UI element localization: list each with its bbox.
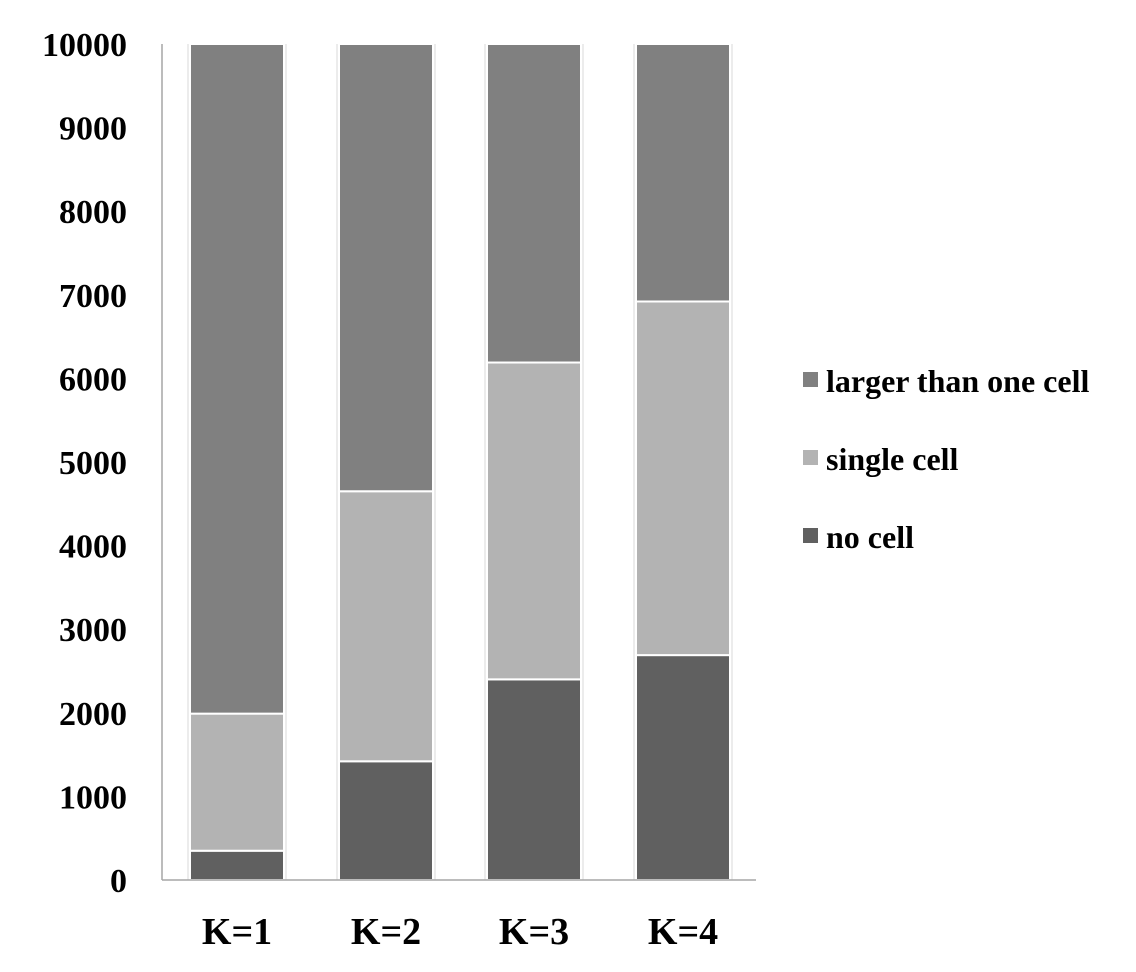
legend-swatch [803,450,818,465]
bar-segment-single-cell [635,300,731,657]
y-axis-tick-labels: 0 1000 2000 3000 4000 5000 6000 7000 8000 9000 100… [42,27,127,900]
axes [161,44,756,881]
legend-label: no cell [826,519,914,555]
bar-segment-larger-than-one-cell [635,43,731,303]
legend-swatch [803,372,818,387]
y-tick-label: 2000 [59,696,127,733]
y-tick-label: 8000 [59,194,127,231]
y-tick-label: 4000 [59,529,127,566]
legend-label: single cell [826,441,959,477]
bar-segment-larger-than-one-cell [338,43,434,493]
bar-segment-no-cell [635,654,731,882]
x-axis-category-labels: K=1 K=2 K=3 K=4 [202,911,718,953]
y-tick-label: 1000 [59,779,127,816]
y-tick-label: 10000 [42,27,127,64]
y-tick-label: 9000 [59,111,127,148]
bar-segment-larger-than-one-cell [486,43,582,364]
y-tick-label: 7000 [59,278,127,315]
y-tick-label: 5000 [59,445,127,482]
bar-segment-single-cell [486,361,582,681]
legend-label: larger than one cell [826,363,1089,399]
legend: larger than one cell single cell no cell [803,363,1089,555]
y-tick-label: 6000 [59,361,127,398]
y-tick-label: 0 [110,863,127,900]
bar-segment-no-cell [486,678,582,881]
bar-segment-no-cell [189,849,285,881]
legend-swatch [803,528,818,543]
bar-stacks [187,43,733,882]
bar-segment-single-cell [338,490,434,763]
y-tick-label: 3000 [59,612,127,649]
x-category-label: K=3 [499,911,569,953]
x-category-label: K=4 [648,911,718,953]
x-category-label: K=1 [202,911,272,953]
x-category-label: K=2 [351,911,421,953]
bar-segment-no-cell [338,760,434,882]
bar-segment-single-cell [189,712,285,852]
bar-segment-larger-than-one-cell [189,43,285,715]
